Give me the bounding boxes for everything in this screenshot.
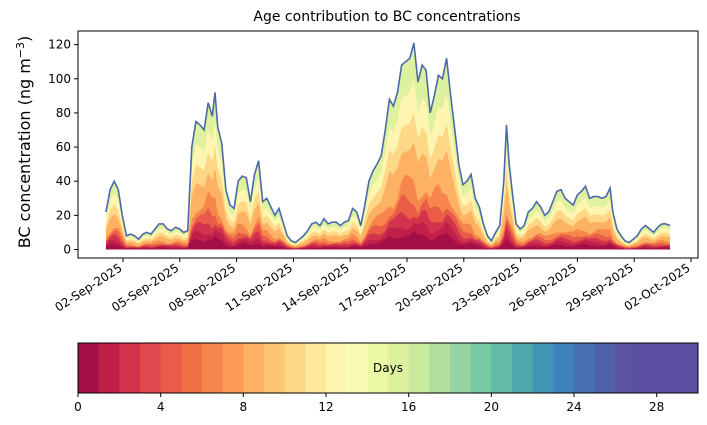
colorbar-tick-label: 16 [401, 400, 416, 414]
colorbar-cell [181, 343, 203, 393]
colorbar-tick-label: 20 [484, 400, 499, 414]
y-axis-label-main: BC concentration (ng m [15, 58, 34, 248]
colorbar-tick-label: 8 [240, 400, 248, 414]
colorbar-cell [677, 343, 699, 393]
colorbar-cell [429, 343, 451, 393]
y-tick-label: 0 [63, 242, 71, 256]
y-tick-label: 20 [56, 208, 71, 222]
colorbar-ticks: 0 4 8 12 16 20 24 28 [74, 393, 664, 414]
colorbar-cell [264, 343, 286, 393]
colorbar-cell [615, 343, 637, 393]
colorbar-cell [346, 343, 368, 393]
total-line [105, 42, 671, 244]
x-axis: 02-Sep-202505-Sep-202508-Sep-202511-Sep-… [52, 258, 693, 315]
chart-title: Age contribution to BC concentrations [253, 9, 520, 25]
y-axis-label-sup: −3 [14, 42, 27, 58]
colorbar [77, 342, 699, 394]
colorbar-cell [553, 343, 575, 393]
colorbar-cell [78, 343, 100, 393]
colorbar-cell [408, 343, 430, 393]
colorbar-cell [119, 343, 141, 393]
colorbar-label: Days [373, 361, 403, 375]
age-layer-4 [106, 174, 670, 250]
colorbar-cell [284, 343, 306, 393]
age-layer-8 [106, 231, 670, 250]
colorbar-cell [388, 343, 410, 393]
colorbar-tick-label: 0 [74, 400, 82, 414]
age-layer-6 [106, 210, 670, 250]
colorbar-cell [512, 343, 534, 393]
colorbar-cell [656, 343, 678, 393]
y-tick-label: 60 [56, 140, 71, 154]
colorbar-cell [470, 343, 492, 393]
colorbar-tick-label: 12 [318, 400, 333, 414]
colorbar-cell [594, 343, 616, 393]
colorbar-cell [450, 343, 472, 393]
age-layer-5 [106, 194, 670, 250]
colorbar-cell [574, 343, 596, 393]
colorbar-cell [305, 343, 327, 393]
age-layer-7 [106, 221, 670, 250]
colorbar-tick-label: 28 [649, 400, 664, 414]
y-tick-label: 80 [56, 106, 71, 120]
colorbar-cell [326, 343, 348, 393]
plot-frame [77, 30, 699, 259]
colorbar-cell [636, 343, 658, 393]
plot-area [105, 42, 671, 250]
colorbar-cell [367, 343, 389, 393]
colorbar-cell [491, 343, 513, 393]
colorbar-cell [140, 343, 162, 393]
colorbar-cell [243, 343, 265, 393]
colorbar-tick-label: 4 [157, 400, 165, 414]
y-tick-label: 40 [56, 174, 71, 188]
y-axis-label-close: ) [15, 36, 34, 42]
y-axis: 0 20 40 60 80 100 120 [48, 38, 78, 256]
colorbar-cell [222, 343, 244, 393]
y-tick-label: 100 [48, 72, 71, 86]
colorbar-frame [77, 342, 699, 394]
y-axis-label: BC concentration (ng m−3) [14, 36, 34, 249]
colorbar-tick-label: 24 [566, 400, 581, 414]
colorbar-cell [160, 343, 182, 393]
colorbar-cell [98, 343, 120, 393]
colorbar-cell [532, 343, 554, 393]
colorbar-cell [202, 343, 224, 393]
y-tick-label: 120 [48, 38, 71, 52]
age-layer-3 [106, 142, 670, 250]
